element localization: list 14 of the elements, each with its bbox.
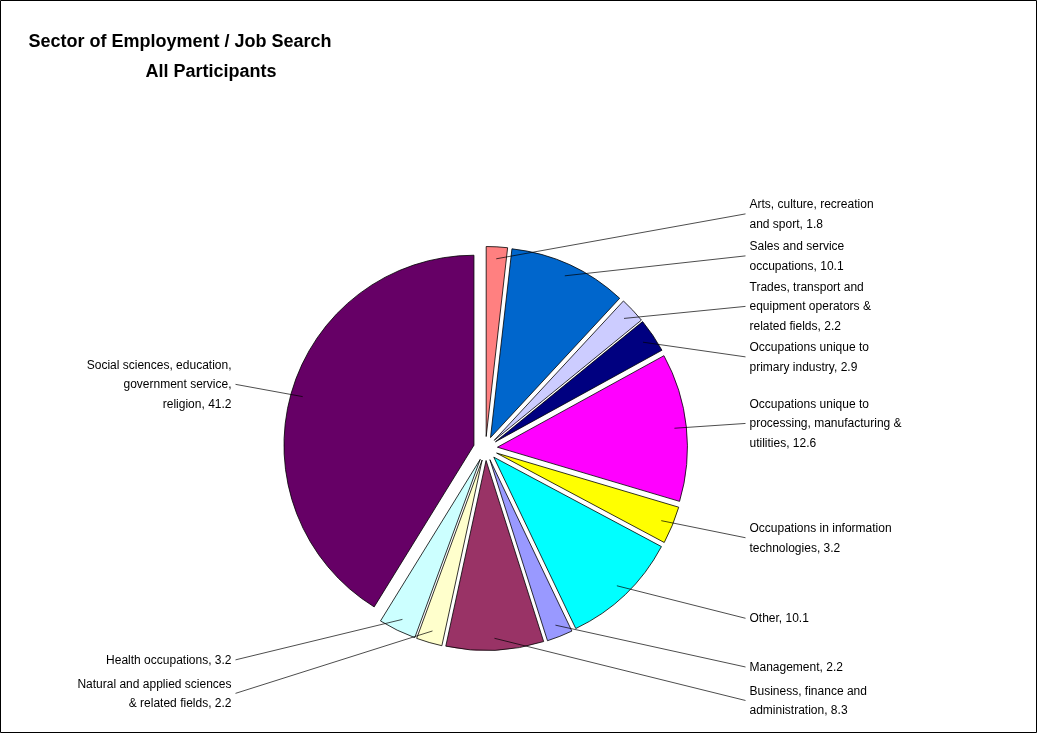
slice-label: Occupations unique to primary industry, 2.9 xyxy=(749,340,870,374)
chart-title: Sector of Employment / Job Search xyxy=(28,30,332,51)
slice-label: Health occupations, 3.2 xyxy=(106,652,232,667)
chart-subtitle: All Participants xyxy=(145,60,277,81)
slice-label: Occupations in information technologies, 3.2 xyxy=(749,520,892,555)
slice-label: Management, 2.2 xyxy=(749,660,844,674)
slice-label: Trades, transport and equipment operators & related fields, 2.2 xyxy=(749,279,871,333)
slice-label: Occupations unique to processing, manufacturing & utilities, 12.6 xyxy=(749,396,902,451)
slice-label: Social sciences, education, government service, religion, 41.2 xyxy=(86,357,232,411)
slice-label: Sales and service occupations, 10.1 xyxy=(749,239,845,273)
slice-label: Natural and applied sciences & related fields, 2.2 xyxy=(77,676,232,711)
slice-label: Arts, culture, recreation and sport, 1.8 xyxy=(749,197,874,231)
slice-label: Other, 10.1 xyxy=(749,611,810,626)
slice-label: Business, finance and administration, 8.3 xyxy=(749,683,867,718)
